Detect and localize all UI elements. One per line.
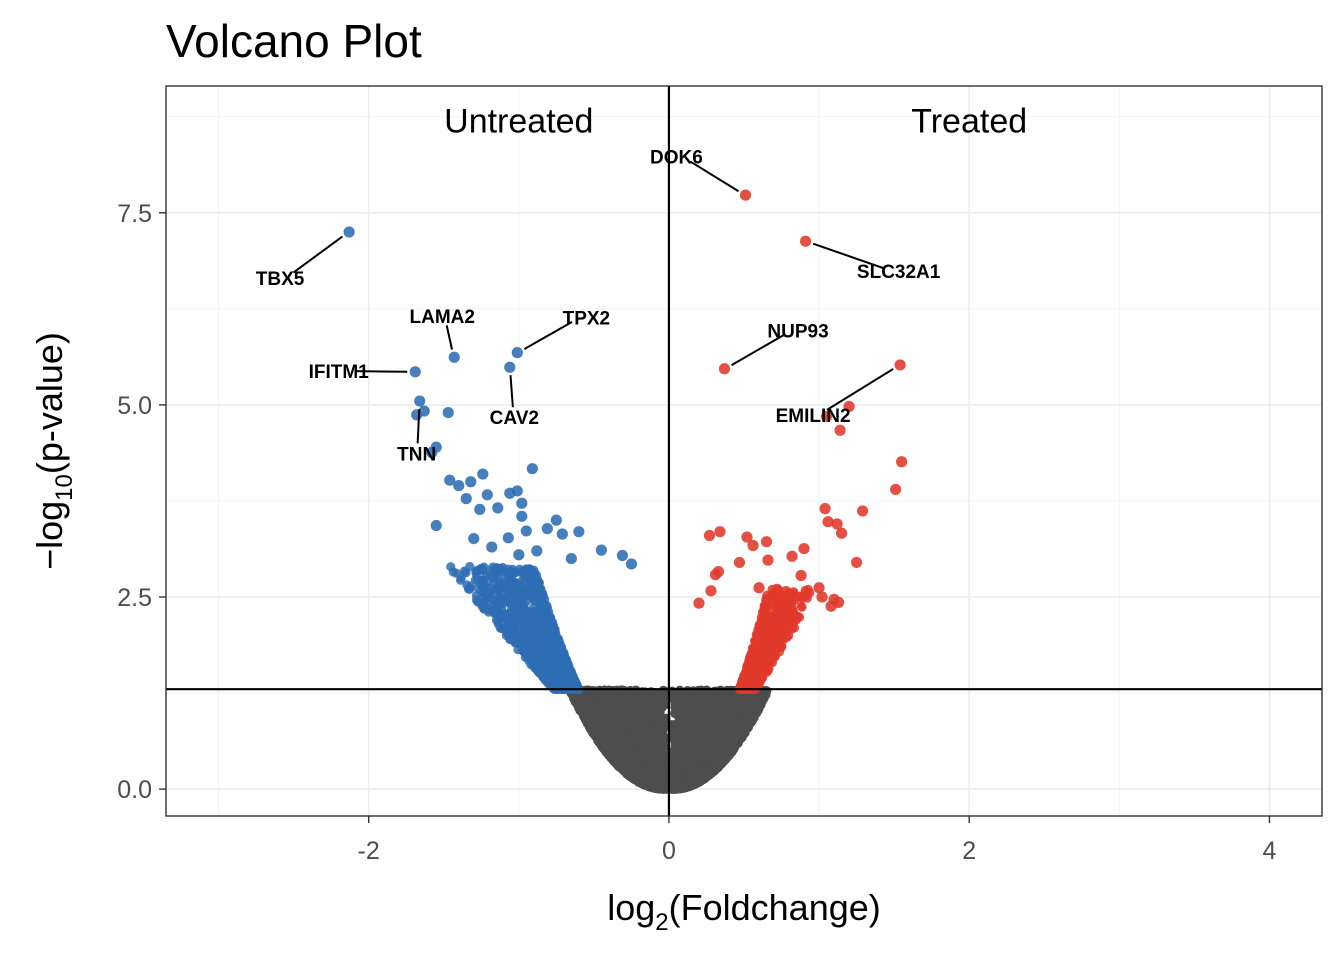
data-points bbox=[343, 189, 908, 794]
chart-title: Volcano Plot bbox=[166, 15, 422, 67]
